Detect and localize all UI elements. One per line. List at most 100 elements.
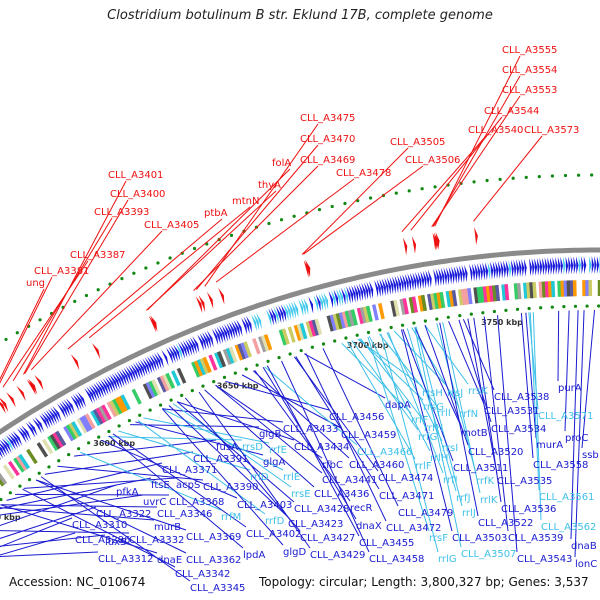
cog-block (214, 352, 224, 369)
reverse-gene-arrow (536, 257, 540, 276)
inner-gene-label: rrfK (476, 476, 495, 487)
reverse-gene-arrow (381, 278, 386, 296)
inner-gene-label: murA (536, 440, 563, 451)
cog-block (445, 290, 452, 308)
gc-dot (18, 484, 22, 488)
inner-label-leader (386, 332, 443, 442)
inner-gene-label: lonC (575, 559, 597, 570)
reverse-gene-arrow (114, 372, 123, 389)
reverse-gene-arrow (417, 271, 422, 290)
gc-dot (57, 459, 61, 463)
reverse-gene-arrow (75, 393, 84, 409)
forward-gene-arrow (70, 354, 80, 371)
gc-dot (120, 276, 124, 281)
cog-block (563, 280, 568, 297)
cog-block (356, 307, 364, 325)
cog-block (36, 442, 49, 458)
reverse-gene-arrow (170, 345, 178, 362)
cog-block (171, 370, 181, 387)
cog-block (482, 286, 488, 303)
gc-dot (67, 453, 71, 457)
inner-gene-label: CLL_A3369 (186, 532, 241, 543)
cog-block (148, 380, 159, 397)
reverse-gene-arrow (0, 440, 10, 455)
inner-gene-label: CLL_A3342 (175, 569, 230, 580)
reverse-gene-arrow (500, 260, 504, 279)
outer-label-leader (0, 276, 53, 384)
outer-gene-label: CLL_A3506 (405, 155, 460, 166)
inner-gene-label: CLL_A3390 (203, 482, 258, 493)
reverse-gene-arrow (144, 357, 153, 374)
reverse-gene-arrow (338, 288, 343, 306)
cog-block (252, 338, 261, 355)
reverse-gene-arrow (214, 327, 221, 345)
gc-dot (15, 331, 19, 335)
reverse-gene-arrow (364, 282, 369, 300)
ruler-tick-label: 3650 kbp (217, 381, 259, 390)
inner-label-leader (241, 374, 342, 429)
reverse-gene-arrow (197, 334, 204, 352)
inner-label-leader (215, 384, 323, 474)
inner-label-leader (0, 534, 106, 547)
reverse-gene-arrow (88, 385, 98, 402)
gc-dot (192, 246, 197, 251)
gc-dot (190, 389, 194, 393)
reverse-gene-arrow (425, 270, 430, 288)
cog-block (101, 404, 112, 421)
inner-label-leader (458, 319, 492, 423)
inner-label-leader (473, 317, 502, 503)
inner-gene-label: rrfN (459, 409, 478, 420)
inner-label-leader (0, 504, 158, 508)
inner-gene-label: CLL_A3310 (72, 520, 127, 531)
reverse-gene-arrow (190, 337, 197, 354)
cog-block (287, 326, 296, 343)
reverse-gene-arrow (477, 263, 481, 281)
inner-label-leader (387, 332, 444, 474)
reverse-gene-arrow (270, 307, 277, 325)
reverse-gene-arrow (443, 267, 448, 286)
reverse-gene-arrow (43, 411, 53, 427)
gc-dot (527, 306, 531, 311)
outer-gene-label: CLL_A3470 (300, 134, 355, 145)
reverse-gene-arrow (516, 259, 520, 278)
reverse-gene-arrow (484, 262, 489, 281)
reverse-gene-arrow (243, 316, 250, 334)
reverse-gene-arrow (10, 432, 21, 448)
inner-label-leader (0, 551, 99, 557)
reverse-gene-arrow (123, 367, 132, 384)
cog-block (417, 295, 425, 312)
reverse-gene-arrow (290, 301, 296, 319)
outer-gene-label: thyA (258, 180, 281, 191)
cog-block (193, 360, 204, 377)
inner-label-leader (35, 479, 187, 531)
cog-block (90, 410, 101, 427)
cog-block (338, 312, 346, 329)
outer-gene-label: CLL_A3387 (70, 250, 125, 261)
cog-block (557, 280, 562, 297)
cog-block (106, 401, 118, 418)
cog-block (326, 315, 335, 332)
inner-label-leader (107, 436, 243, 441)
cog-block (522, 282, 528, 299)
reverse-gene-arrow (523, 258, 527, 277)
forward-gene-arrow (403, 237, 408, 256)
inner-label-leader (130, 424, 260, 428)
reverse-gene-arrow (555, 256, 558, 275)
reverse-gene-arrow (440, 267, 445, 286)
inner-label-leader (564, 310, 570, 432)
gc-dot (423, 319, 427, 323)
reverse-gene-arrow (273, 306, 279, 324)
reverse-gene-arrow (510, 259, 514, 278)
reverse-gene-arrow (149, 355, 157, 372)
inner-gene-label: rrsH (422, 388, 443, 399)
reverse-gene-arrow (404, 273, 409, 292)
reverse-gene-arrow (52, 406, 62, 422)
reverse-gene-arrow (128, 365, 137, 382)
reverse-gene-arrow (265, 309, 272, 327)
forward-gene-arrow (0, 398, 9, 413)
reverse-gene-arrow (246, 316, 252, 333)
gc-dot (266, 359, 270, 363)
gc-dot (138, 413, 142, 417)
gc-dot (469, 312, 473, 316)
